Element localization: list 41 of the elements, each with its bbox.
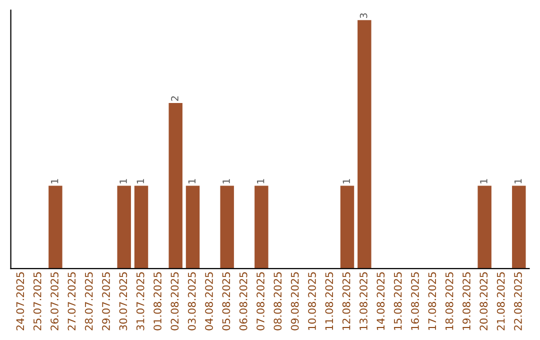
data-label: 1 <box>120 179 127 184</box>
data-label: 1 <box>136 179 144 184</box>
x-tick-label: 02.08.2025 <box>170 272 179 330</box>
x-tick-label: 06.08.2025 <box>239 272 248 330</box>
x-tick-label: 08.08.2025 <box>274 272 282 330</box>
data-label: 1 <box>342 179 350 184</box>
x-tick-label: 27.07.2025 <box>68 272 76 330</box>
x-tick-label: 03.08.2025 <box>188 272 196 330</box>
x-tick-label: 07.08.2025 <box>256 272 264 330</box>
x-tick-label: 29.07.2025 <box>102 272 110 330</box>
x-tick-label: 04.08.2025 <box>205 272 213 330</box>
x-tick-label: 31.07.2025 <box>136 272 144 330</box>
x-tick-label: 28.07.2025 <box>84 272 93 330</box>
data-label: 1 <box>51 179 58 184</box>
x-tick-label: 14.08.2025 <box>376 272 385 330</box>
data-label: 1 <box>480 179 488 184</box>
x-tick-label: 22.08.2025 <box>514 272 522 330</box>
x-tick-label: 15.08.2025 <box>394 272 402 330</box>
data-label: 2 <box>171 96 178 101</box>
x-tick-label: 11.08.2025 <box>325 272 334 330</box>
data-label: 1 <box>514 179 522 184</box>
x-tick-label: 18.08.2025 <box>445 272 454 330</box>
x-tick-label: 16.08.2025 <box>411 272 419 330</box>
x-tick-label: 05.08.2025 <box>222 272 230 330</box>
x-tick-label: 13.08.2025 <box>360 272 368 330</box>
x-tick-label: 01.08.2025 <box>154 272 162 330</box>
x-tick-label: 12.08.2025 <box>342 272 350 330</box>
data-label: 3 <box>360 13 368 18</box>
x-tick-label: 24.07.2025 <box>16 272 24 330</box>
x-tick-label: 17.08.2025 <box>428 272 436 330</box>
data-label: 1 <box>188 179 196 184</box>
x-tick-label: 26.07.2025 <box>50 272 58 330</box>
x-tick-label: 09.08.2025 <box>290 272 299 330</box>
x-tick-label: 21.08.2025 <box>496 272 505 330</box>
x-tick-label: 10.08.2025 <box>308 272 316 330</box>
data-label: 1 <box>257 179 264 184</box>
x-tick-label: 20.08.2025 <box>480 272 488 330</box>
x-tick-label: 30.07.2025 <box>119 272 128 330</box>
data-label: 1 <box>222 179 230 184</box>
x-tick-label: 19.08.2025 <box>462 272 470 330</box>
x-tick-label: 25.07.2025 <box>33 272 42 330</box>
